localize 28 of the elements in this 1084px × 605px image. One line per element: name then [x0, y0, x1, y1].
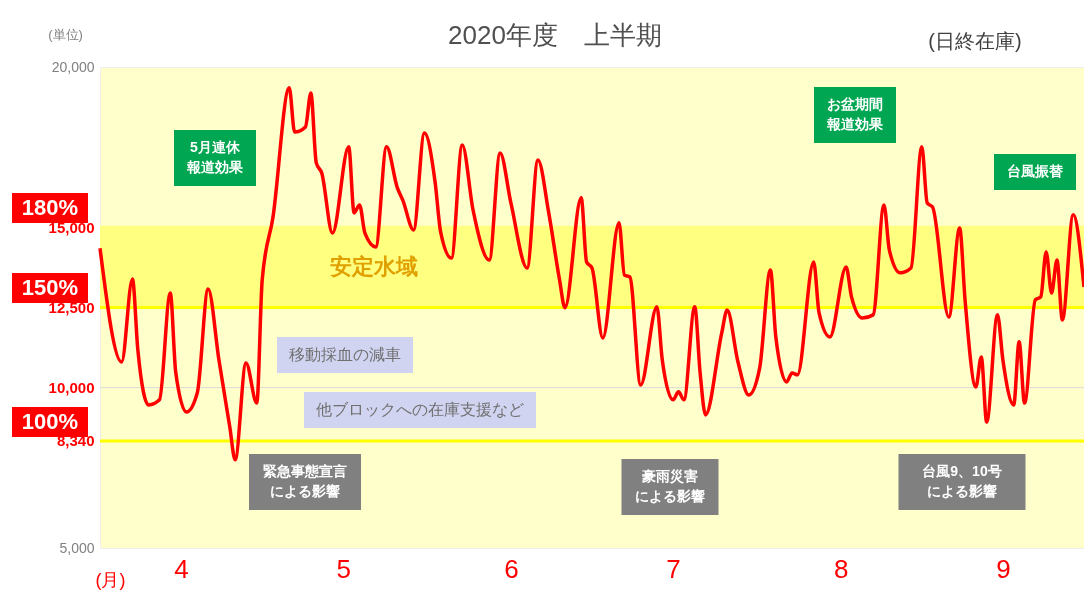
- annotation: 緊急事態宣言による影響: [263, 463, 347, 499]
- y-tick-label: 5,000: [59, 539, 95, 556]
- x-tick-label: 4: [174, 553, 189, 584]
- x-tick-label: 5: [336, 553, 352, 584]
- chart-title: 2020年度 上半期: [448, 20, 662, 50]
- y-tick-label: 10,000: [48, 379, 95, 397]
- chart-subtitle: (日終在庫): [928, 30, 1022, 52]
- text: 150%: [21, 275, 79, 300]
- x-tick-label: 8: [833, 553, 849, 584]
- x-tick-label: 6: [504, 553, 519, 584]
- y-axis-title: (単位): [48, 26, 83, 42]
- line-series: [98, 86, 1084, 462]
- annotation: 豪雨災害による影響: [635, 468, 705, 504]
- x-tick-label: 9: [996, 553, 1011, 584]
- x-axis-title: (月): [95, 569, 126, 590]
- annotation: 他ブロックへの在庫支援など: [316, 401, 524, 418]
- y-tick-label: 20,000: [51, 58, 95, 75]
- annotation: 5月連休報道効果: [186, 139, 244, 175]
- band-label: 安定水域: [330, 254, 418, 280]
- annotation: 移動採血の減車: [289, 346, 401, 363]
- annotation: 台風振替: [1007, 163, 1064, 179]
- y-tick-label: 15,000: [48, 218, 95, 236]
- text: 100%: [21, 409, 79, 434]
- annotation: お盆期間報道効果: [826, 96, 884, 132]
- annotation: 台風9、10号による影響: [922, 463, 1002, 499]
- x-tick-label: 7: [666, 553, 681, 584]
- text: 180%: [21, 195, 79, 220]
- y-tick-label: 12,500: [48, 299, 95, 316]
